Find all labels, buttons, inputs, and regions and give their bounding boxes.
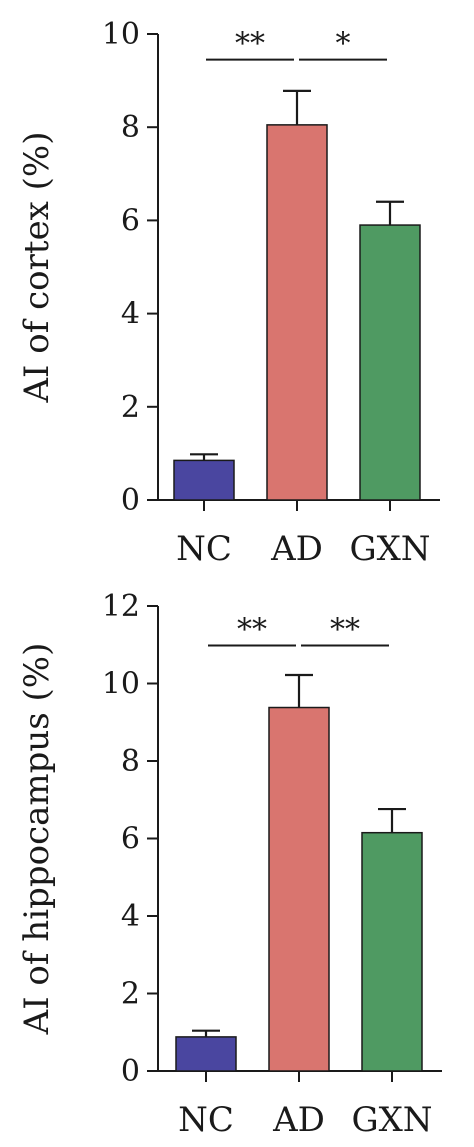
y-tick-label: 2: [121, 977, 140, 1012]
x-tick-label: AD: [270, 529, 323, 569]
significance-label: **: [330, 613, 360, 648]
bar-gxn: [361, 831, 423, 1072]
bar-nc: [173, 459, 235, 501]
y-tick-label: 8: [121, 744, 140, 779]
x-tick-label: GXN: [349, 529, 430, 569]
x-tick-label: NC: [178, 1100, 234, 1140]
chart-panel-2: 0 2 4 6 8 10 12 AI of hippocampus (%) NC AD GXN ** *…: [17, 589, 442, 1140]
bar-ad: [268, 706, 330, 1072]
y-tick-label: 6: [121, 203, 140, 238]
y-tick-label: 4: [121, 899, 140, 934]
bar-nc: [175, 1036, 237, 1072]
y-tick-label: 4: [121, 297, 140, 332]
x-tick-label: GXN: [351, 1100, 432, 1140]
significance-label: *: [336, 27, 351, 62]
y-tick-label: 10: [102, 17, 140, 52]
bar-gxn: [359, 224, 421, 501]
y-tick-label: 10: [102, 667, 140, 702]
x-tick-label: NC: [176, 529, 232, 569]
significance-label: **: [235, 27, 265, 62]
y-axis-label: AI of hippocampus (%): [17, 643, 57, 1036]
y-tick-label: 12: [102, 589, 140, 624]
y-tick-label: 2: [121, 390, 140, 425]
x-tick-label: AD: [272, 1100, 325, 1140]
y-tick-label: 0: [121, 483, 140, 518]
y-axis-label: AI of cortex (%): [17, 131, 57, 403]
bar-ad: [266, 124, 328, 501]
y-tick-label: 6: [121, 822, 140, 857]
significance-label: **: [237, 613, 267, 648]
y-tick-label: 0: [121, 1054, 140, 1089]
y-tick-label: 8: [121, 110, 140, 145]
